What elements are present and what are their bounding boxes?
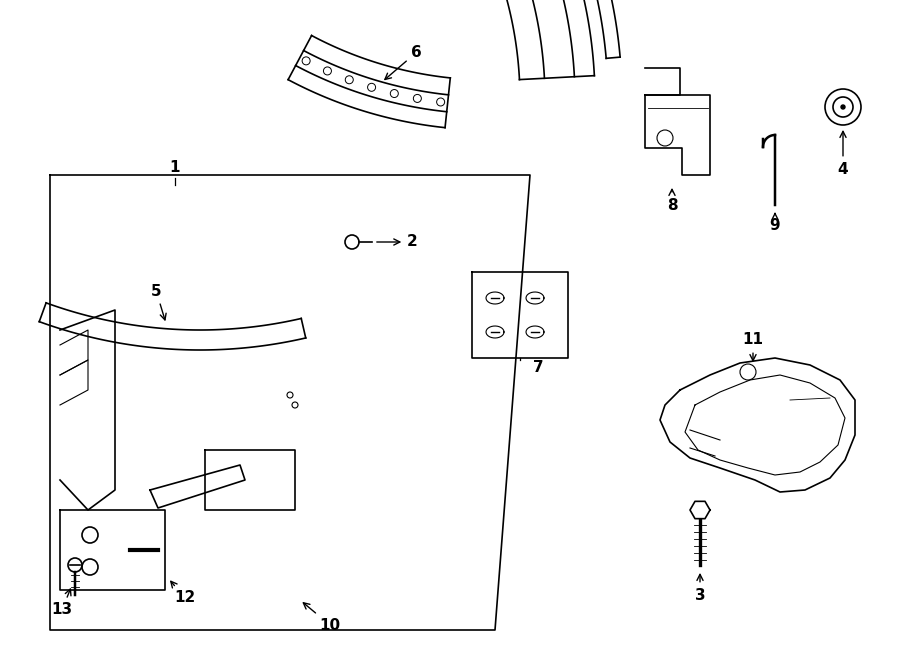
Text: 8: 8 [667,189,678,212]
Text: 11: 11 [742,332,763,361]
Text: 7: 7 [533,360,544,375]
Text: 3: 3 [695,574,706,602]
Text: 9: 9 [770,214,780,233]
Text: 5: 5 [151,284,166,320]
Text: 1: 1 [170,161,180,176]
Text: 13: 13 [51,589,73,617]
Text: 2: 2 [377,235,418,249]
Text: 10: 10 [303,603,340,633]
Text: 6: 6 [385,45,422,79]
Circle shape [841,105,845,109]
Text: 12: 12 [171,581,195,605]
Text: 4: 4 [838,132,849,176]
